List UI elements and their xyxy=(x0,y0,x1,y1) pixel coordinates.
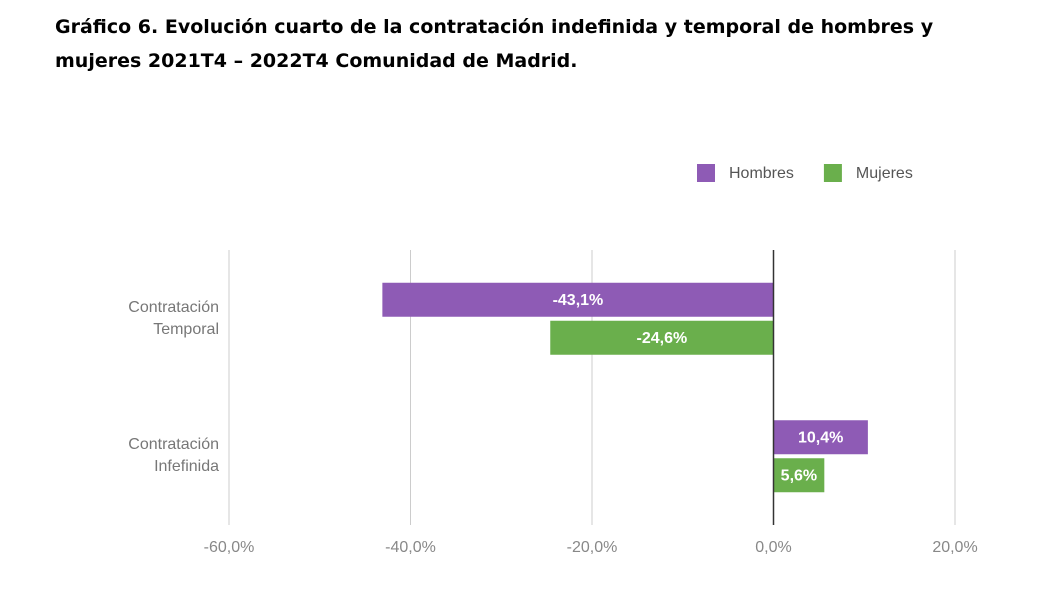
bar xyxy=(773,420,868,455)
legend-swatch xyxy=(697,164,715,182)
chart-title: Gráfico 6. Evolución cuarto de la contra… xyxy=(55,16,934,72)
legend-swatch xyxy=(823,164,842,182)
data-label: 10,4% xyxy=(798,429,843,446)
x-tick-label: -40,0% xyxy=(385,539,436,556)
legend-label: Mujeres xyxy=(856,165,913,182)
bar xyxy=(382,282,774,317)
legend-label: Hombres xyxy=(729,165,794,182)
bar xyxy=(773,458,825,493)
x-tick-label: 0,0% xyxy=(755,539,791,556)
y-tick-label: Contratación Infefinida xyxy=(128,436,219,476)
x-tick-label: -20,0% xyxy=(567,539,618,556)
data-label: -24,6% xyxy=(637,330,688,347)
x-tick-label: 20,0% xyxy=(932,539,977,556)
bar xyxy=(550,320,774,355)
data-label: -43,1% xyxy=(553,292,604,309)
data-label: 5,6% xyxy=(781,467,817,484)
y-tick-label: Contratación Temporal xyxy=(128,298,219,338)
x-tick-label: -60,0% xyxy=(204,539,255,556)
